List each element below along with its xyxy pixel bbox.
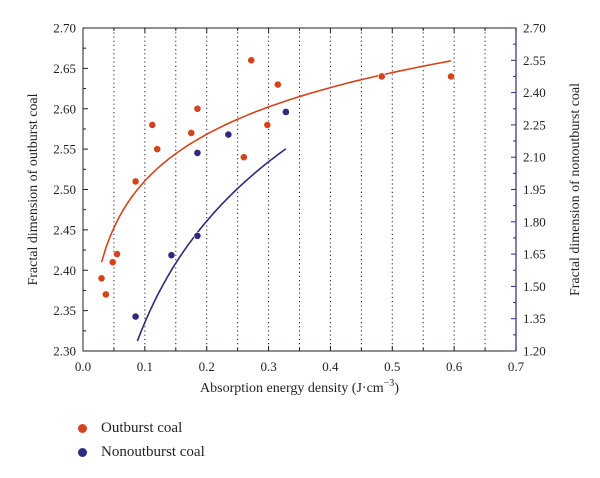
- fit-curves: [100, 60, 452, 342]
- data-points: [97, 56, 455, 321]
- y-axis-left-title: Fractal dimension of outburst coal: [26, 93, 41, 285]
- y-left-tick-label: 2.65: [53, 61, 76, 76]
- legend-marker-outburst: [78, 424, 87, 433]
- y-right-tick-label: 2.70: [523, 21, 546, 36]
- x-tick-label: 0.2: [199, 359, 215, 374]
- x-axis-title: Absorption energy density (J·cm−3): [200, 378, 399, 396]
- x-axis-title-superscript: −3: [384, 378, 395, 389]
- x-tick-label: 0.7: [508, 359, 525, 374]
- legend-item-nonoutburst: Nonoutburst coal: [78, 444, 205, 461]
- data-point-outburst: [239, 153, 248, 162]
- data-point-outburst: [273, 80, 282, 89]
- data-point-outburst: [131, 177, 140, 186]
- data-point-nonoutburst: [224, 130, 233, 139]
- y-right-tick-label: 1.20: [523, 344, 546, 359]
- x-tick-label: 0.5: [384, 359, 400, 374]
- data-point-outburst: [263, 121, 272, 129]
- data-point-outburst: [377, 72, 386, 81]
- y-right-tick-label: 1.80: [523, 214, 546, 229]
- y-left-tick-label: 2.50: [53, 182, 76, 197]
- data-point-outburst: [108, 258, 117, 267]
- data-point-outburst: [247, 56, 256, 65]
- data-point-nonoutburst: [131, 312, 140, 321]
- x-axis-title-end: ): [394, 381, 399, 396]
- axis-ticks: [82, 27, 517, 352]
- legend-label-outburst: Outburst coal: [101, 420, 183, 436]
- data-point-nonoutburst: [281, 108, 290, 116]
- legend-item-outburst: Outburst coal: [78, 420, 182, 437]
- legend-label-nonoutburst: Nonoutburst coal: [101, 444, 205, 460]
- grid-lines: [113, 28, 486, 351]
- x-tick-label: 0.4: [322, 359, 339, 374]
- y-right-tick-label: 1.65: [523, 247, 546, 262]
- x-tick-label: 0.6: [446, 359, 463, 374]
- y-left-tick-label: 2.35: [53, 303, 76, 318]
- y-right-tick-label: 1.50: [523, 279, 546, 294]
- x-tick-label: 0.3: [260, 359, 276, 374]
- y-right-tick-label: 1.95: [523, 182, 546, 197]
- data-point-outburst: [101, 290, 110, 299]
- y-right-tick-label: 1.35: [523, 311, 546, 326]
- x-axis-title-main: Absorption energy density (J·cm: [200, 381, 384, 396]
- y-left-tick-label: 2.70: [53, 21, 76, 36]
- y-right-tick-label: 2.40: [523, 85, 546, 100]
- y-right-tick-label: 2.25: [523, 117, 546, 132]
- data-point-outburst: [113, 250, 121, 258]
- data-point-outburst: [153, 145, 162, 154]
- data-point-outburst: [187, 129, 196, 137]
- y-left-tick-label: 2.55: [53, 142, 76, 157]
- x-tick-label: 0.1: [137, 359, 153, 374]
- data-point-outburst: [148, 121, 157, 129]
- data-point-nonoutburst: [167, 251, 176, 260]
- y-right-tick-label: 2.10: [523, 150, 546, 165]
- data-point-nonoutburst: [193, 148, 202, 157]
- data-point-outburst: [447, 72, 455, 81]
- y-axis-right-title: Fractal dimension of nonoutburst coal: [568, 83, 583, 296]
- y-left-tick-label: 2.45: [53, 222, 76, 237]
- x-tick-label: 0.0: [75, 359, 91, 374]
- tick-labels: 0.0 0.1 0.2 0.3 0.4 0.5 0.6 0.7 2.30 2.35 2.40 2.45…: [53, 21, 546, 375]
- y-left-tick-label: 2.30: [53, 344, 76, 359]
- legend-marker-nonoutburst: [78, 448, 87, 457]
- fit-curve-outburst: [100, 60, 452, 263]
- data-point-nonoutburst: [193, 231, 202, 240]
- y-left-tick-label: 2.40: [53, 263, 76, 278]
- data-point-outburst: [97, 274, 106, 283]
- fit-curve-nonoutburst: [136, 148, 287, 342]
- y-left-tick-label: 2.60: [53, 101, 76, 116]
- data-point-outburst: [193, 104, 202, 113]
- y-right-tick-label: 2.55: [523, 53, 546, 68]
